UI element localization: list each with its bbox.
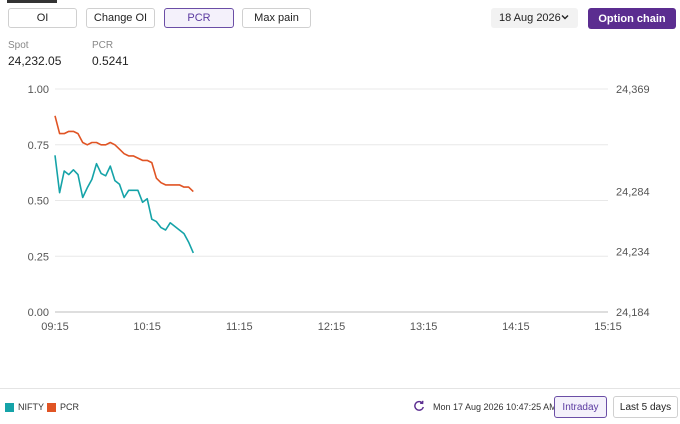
top-edge-indicator <box>7 0 57 3</box>
pcr-value: 0.5241 <box>92 54 129 68</box>
x-tick-label: 14:15 <box>502 321 530 333</box>
legend-label-pcr: PCR <box>60 402 80 412</box>
x-tick-label: 13:15 <box>410 321 438 333</box>
footer-divider <box>0 388 680 389</box>
refresh-icon[interactable] <box>413 400 425 412</box>
legend-label-nifty: NIFTY <box>18 402 44 412</box>
y-right-tick-label: 24,184 <box>616 307 650 319</box>
expiry-date-select[interactable]: 18 Aug 2026 <box>491 8 578 28</box>
x-tick-label: 11:15 <box>226 321 253 333</box>
range-intraday-button[interactable]: Intraday <box>554 396 607 418</box>
y-left-tick-label: 0.50 <box>28 196 49 208</box>
tab-max-pain[interactable]: Max pain <box>242 8 311 28</box>
y-right-tick-label: 24,369 <box>616 84 650 96</box>
y-right-tick-label: 24,234 <box>616 247 650 259</box>
series-line-pcr <box>54 115 194 193</box>
range-last-5-days-button[interactable]: Last 5 days <box>613 396 678 418</box>
last-updated-timestamp: Mon 17 Aug 2026 10:47:25 AM <box>433 402 557 412</box>
y-left-tick-label: 1.00 <box>28 84 49 96</box>
legend-item-pcr[interactable]: PCR <box>47 402 79 412</box>
series-line-nifty <box>54 155 195 254</box>
tab-oi[interactable]: OI <box>8 8 77 28</box>
y-right-tick-label: 24,284 <box>616 186 650 198</box>
x-tick-label: 10:15 <box>133 321 161 333</box>
y-left-tick-label: 0.00 <box>28 307 49 319</box>
legend-swatch-nifty <box>5 402 14 412</box>
pcr-label: PCR <box>92 40 114 51</box>
spot-value: 24,232.05 <box>8 54 62 68</box>
expiry-date-label: 18 Aug 2026 <box>499 12 561 24</box>
option-chain-button[interactable]: Option chain <box>588 8 676 29</box>
x-tick-label: 12:15 <box>318 321 346 333</box>
y-left-tick-label: 0.75 <box>28 140 49 152</box>
tab-pcr[interactable]: PCR <box>164 8 234 28</box>
y-left-tick-label: 0.25 <box>28 251 49 263</box>
x-tick-label: 09:15 <box>41 321 69 333</box>
legend-item-nifty[interactable]: NIFTY <box>5 402 44 412</box>
x-tick-label: 15:15 <box>594 321 622 333</box>
chevron-down-icon <box>561 15 569 20</box>
spot-label: Spot <box>8 40 29 51</box>
legend-swatch-pcr <box>47 402 56 412</box>
pcr-chart: 0.00 0.25 0.50 0.75 1.00 24,184 24,234 24,284 24… <box>28 84 650 333</box>
tab-change-oi[interactable]: Change OI <box>86 8 155 28</box>
